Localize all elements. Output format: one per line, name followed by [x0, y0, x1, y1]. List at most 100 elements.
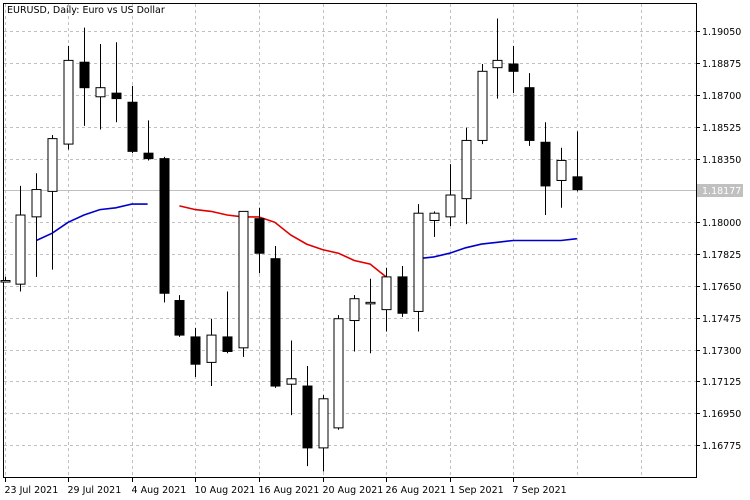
- xtick-label: 10 Aug 2021: [195, 485, 256, 496]
- candle-body: [286, 378, 297, 385]
- candle: [349, 295, 360, 352]
- ytick-label: 1.16775: [702, 441, 741, 452]
- candle-body: [397, 276, 408, 314]
- ytick-label: 1.17825: [702, 250, 741, 261]
- candle-body: [302, 385, 313, 449]
- candle-body: [381, 276, 392, 311]
- moving-average-line: [417, 237, 577, 260]
- candle-body: [95, 87, 106, 98]
- candle-body: [349, 298, 360, 322]
- candle: [254, 207, 265, 274]
- candle-body: [47, 138, 58, 192]
- candle-body: [238, 210, 249, 349]
- ytick-label: 1.17125: [702, 377, 741, 388]
- candle-body: [492, 59, 503, 69]
- xtick-label: 23 Jul 2021: [5, 485, 59, 496]
- ytick-label: 1.18875: [702, 59, 741, 70]
- candles: [0, 18, 583, 472]
- chart-title: EURUSD, Daily: Euro vs US Dollar: [7, 5, 165, 16]
- xtick-label: 20 Aug 2021: [323, 485, 384, 496]
- candle: [0, 276, 11, 283]
- plot-frame: [3, 3, 697, 478]
- xtick-label: 4 Aug 2021: [132, 485, 187, 496]
- candle: [47, 134, 58, 270]
- xtick-label: 29 Jul 2021: [68, 485, 122, 496]
- ytick-label: 1.19050: [702, 27, 741, 38]
- ytick-label: 1.18700: [702, 91, 741, 102]
- candle: [318, 395, 329, 472]
- candle: [286, 340, 297, 416]
- time-axis: 23 Jul 2021 29 Jul 2021 4 Aug 2021 10 Aug 2…: [5, 477, 567, 496]
- candle-body: [318, 398, 329, 449]
- candle: [524, 73, 535, 146]
- candle-body: [63, 59, 74, 145]
- current-price-tag: [697, 184, 743, 197]
- candle: [492, 18, 503, 99]
- candle-body: [556, 159, 567, 181]
- candle: [63, 45, 74, 150]
- candle-body: [15, 214, 26, 285]
- candle: [79, 27, 90, 126]
- candle-body: [477, 70, 488, 141]
- candle: [31, 173, 42, 277]
- candle-body: [270, 258, 281, 387]
- candle: [413, 204, 424, 332]
- candle: [429, 211, 440, 237]
- candle-body: [206, 334, 217, 363]
- candle: [333, 315, 344, 430]
- candle: [127, 85, 138, 154]
- candle: [365, 278, 376, 354]
- candle: [159, 156, 170, 303]
- candle: [556, 147, 567, 208]
- candle: [190, 327, 201, 377]
- candle: [206, 318, 217, 387]
- ytick-label: 1.18525: [702, 123, 741, 134]
- candle: [397, 265, 408, 317]
- candle-body: [524, 87, 535, 141]
- candle-body: [254, 218, 265, 254]
- candle: [508, 45, 519, 94]
- candle-body: [79, 61, 90, 89]
- ytick-label: 1.18350: [702, 155, 741, 166]
- candle-body: [461, 139, 472, 200]
- candle: [95, 44, 106, 130]
- candle-body: [111, 92, 122, 100]
- candle-body: [445, 194, 456, 218]
- candle: [572, 131, 583, 192]
- candle-body: [127, 101, 138, 152]
- candle-body: [31, 189, 42, 218]
- candle-body: [365, 301, 376, 305]
- candle-body: [0, 280, 11, 283]
- ytick-label: 1.18000: [702, 218, 741, 229]
- candle-body: [540, 141, 551, 187]
- candle: [381, 267, 392, 332]
- candle: [445, 164, 456, 226]
- candle: [174, 295, 185, 337]
- candle-body: [159, 158, 170, 294]
- moving-average-line: [179, 205, 387, 278]
- current-price-label: 1.18177: [702, 186, 741, 197]
- xtick-label: 7 Sep 2021: [513, 485, 567, 496]
- candle-body: [143, 152, 154, 160]
- xtick-label: 16 Aug 2021: [259, 485, 320, 496]
- candle: [238, 210, 249, 357]
- candle-body: [508, 63, 519, 72]
- moving-average-line: [35, 203, 148, 242]
- candle-body: [190, 336, 201, 365]
- candle-body: [572, 176, 583, 191]
- candle: [477, 64, 488, 145]
- moving-average-lines: [35, 203, 577, 278]
- candle: [111, 42, 122, 123]
- candle-body: [429, 212, 440, 221]
- candle: [222, 291, 233, 354]
- candle-body: [174, 300, 185, 336]
- ytick-label: 1.16950: [702, 409, 741, 420]
- xtick-label: 26 Aug 2021: [386, 485, 447, 496]
- ytick-label: 1.17475: [702, 314, 741, 325]
- candle: [540, 122, 551, 216]
- candle-body: [333, 318, 344, 429]
- ytick-label: 1.17300: [702, 346, 741, 357]
- ytick-label: 1.17650: [702, 282, 741, 293]
